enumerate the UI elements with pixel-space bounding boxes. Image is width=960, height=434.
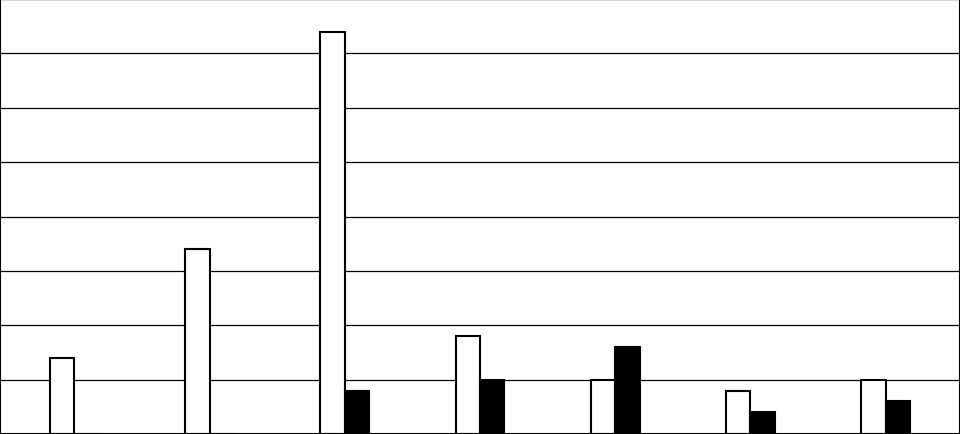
- Bar: [861, 380, 886, 434]
- Bar: [726, 391, 751, 434]
- Bar: [886, 401, 910, 434]
- Bar: [456, 336, 480, 434]
- Bar: [185, 250, 209, 434]
- Bar: [50, 358, 74, 434]
- Bar: [345, 391, 370, 434]
- Bar: [321, 33, 345, 434]
- Bar: [615, 347, 639, 434]
- Bar: [590, 380, 615, 434]
- Bar: [480, 380, 504, 434]
- Bar: [751, 412, 775, 434]
